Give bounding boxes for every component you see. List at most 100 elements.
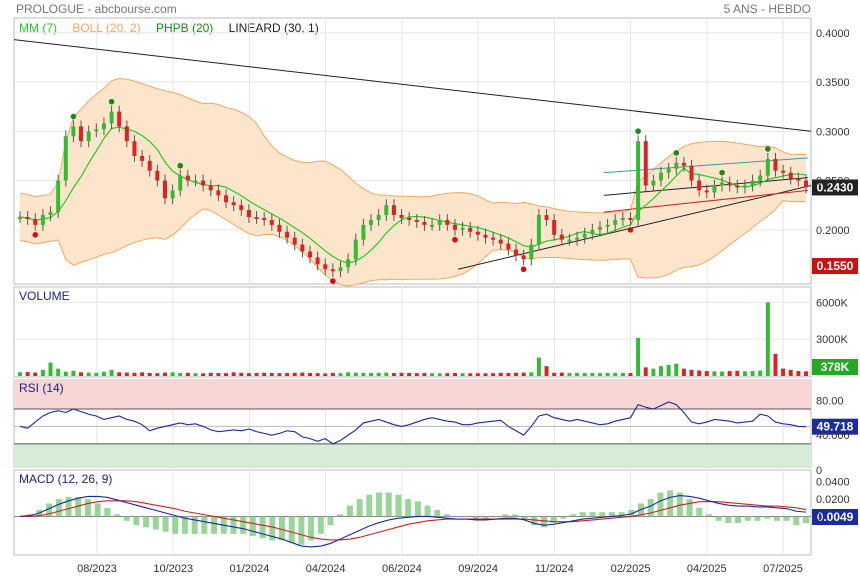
macd-histogram-bar <box>511 514 518 517</box>
volume-bar <box>750 371 755 376</box>
low-price-badge <box>812 258 858 274</box>
macd-panel-frame <box>13 469 812 556</box>
volume-bar <box>567 373 572 376</box>
indicator-legend: MM (7) BOLL (20, 2) PHPB (20) LINEARD (3… <box>19 21 331 35</box>
volume-panel: 378K <box>14 301 858 376</box>
volume-bar <box>407 372 412 376</box>
volume-bar <box>262 372 267 376</box>
candle-body <box>239 205 244 211</box>
candle-body <box>391 205 396 216</box>
candle-body <box>384 205 389 216</box>
candle-body <box>720 182 725 186</box>
volume-panel-frame <box>13 286 812 378</box>
price-panel-frame <box>13 17 812 285</box>
trendline-resistance <box>13 39 812 132</box>
volume-bar <box>285 373 290 376</box>
volume-bar <box>590 373 595 376</box>
candle-body <box>552 219 557 235</box>
legend-lineard[interactable]: LINEARD (30, 1) <box>228 21 319 35</box>
candle-body <box>750 180 755 186</box>
macd-histogram-bar <box>521 516 528 519</box>
candle-body <box>414 219 419 222</box>
candle-body <box>330 269 335 272</box>
macd-histogram-bar <box>172 516 179 534</box>
macd-tick-label: 0.0400 <box>816 477 850 489</box>
macd-histogram-bar <box>754 516 761 521</box>
macd-histogram-bar <box>628 509 635 517</box>
volume-panel-title: VOLUME <box>19 289 70 303</box>
macd-histogram-bar <box>482 516 489 519</box>
volume-bar <box>376 372 381 376</box>
volume-bar <box>224 373 229 376</box>
volume-bar <box>391 373 396 376</box>
volume-bar <box>361 372 366 376</box>
candle-body <box>613 219 618 225</box>
macd-histogram-bar <box>162 516 169 532</box>
candle-body <box>147 160 152 171</box>
volume-bar <box>239 372 244 376</box>
legend-phpb[interactable]: PHPB (20) <box>155 21 214 35</box>
x-tick-label: 07/2025 <box>763 563 803 575</box>
swing-low-marker <box>452 236 458 243</box>
macd-histogram-bar <box>502 514 509 517</box>
period-selector[interactable]: 5 ANS - HEBDO <box>723 2 811 16</box>
volume-bar <box>79 372 84 376</box>
candle-body <box>498 239 503 244</box>
last-price-value: 0.2430 <box>817 180 854 194</box>
bollinger-lower <box>19 200 807 287</box>
volume-bar <box>437 373 442 376</box>
volume-bar <box>353 372 358 376</box>
candle-body <box>246 210 251 218</box>
legend-boll[interactable]: BOLL (20, 2) <box>72 21 141 35</box>
swing-high-marker <box>108 98 115 105</box>
last-price-badge <box>812 179 858 196</box>
volume-bar <box>384 372 389 376</box>
volume-bar <box>659 366 664 376</box>
x-tick-label: 01/2024 <box>230 563 270 575</box>
rsi-oversold-zone <box>14 443 811 467</box>
candle-body <box>529 244 534 260</box>
macd-tick-label: 0.0200 <box>816 494 850 506</box>
macd-histogram-bar <box>201 516 208 534</box>
macd-histogram-bar <box>696 507 703 517</box>
volume-bar <box>628 373 633 376</box>
macd-histogram-bar <box>133 516 140 526</box>
moving-average-line <box>19 126 807 264</box>
macd-histogram-bar <box>298 516 305 545</box>
volume-bar <box>63 371 68 376</box>
swing-low-marker <box>520 266 527 273</box>
macd-histogram-bar <box>579 512 586 517</box>
volume-bar <box>300 372 305 376</box>
volume-bar <box>94 372 99 376</box>
macd-histogram-bar <box>405 499 412 517</box>
candle-body <box>79 126 84 142</box>
chart-source-title: PROLOGUE - abcbourse.com <box>16 2 177 16</box>
macd-histogram-bar <box>46 503 53 517</box>
x-tick-label: 02/2025 <box>611 563 651 575</box>
candle-body <box>674 162 679 169</box>
volume-bar <box>597 373 602 376</box>
volume-bar <box>315 373 320 376</box>
volume-tick-label: 6000K <box>816 297 848 309</box>
candle-body <box>101 123 106 130</box>
macd-histogram-bar <box>541 516 547 528</box>
macd-signal-line <box>20 500 807 541</box>
macd-histogram-bar <box>327 516 334 526</box>
candle-body <box>18 217 22 220</box>
candle-body <box>300 244 305 252</box>
macd-histogram-bar <box>657 492 664 517</box>
swing-high-marker <box>177 162 184 169</box>
volume-bar <box>674 363 679 376</box>
legend-mm[interactable]: MM (7) <box>19 21 57 35</box>
volume-bar <box>704 371 709 376</box>
macd-histogram-bar <box>570 514 577 517</box>
candle-body <box>162 180 167 199</box>
candle-body <box>788 172 793 179</box>
volume-bar <box>666 364 671 376</box>
candle-body <box>208 185 213 191</box>
swing-high-marker <box>719 169 725 176</box>
volume-bar <box>430 373 435 376</box>
volume-bar <box>681 368 686 376</box>
volume-bar <box>40 369 45 376</box>
